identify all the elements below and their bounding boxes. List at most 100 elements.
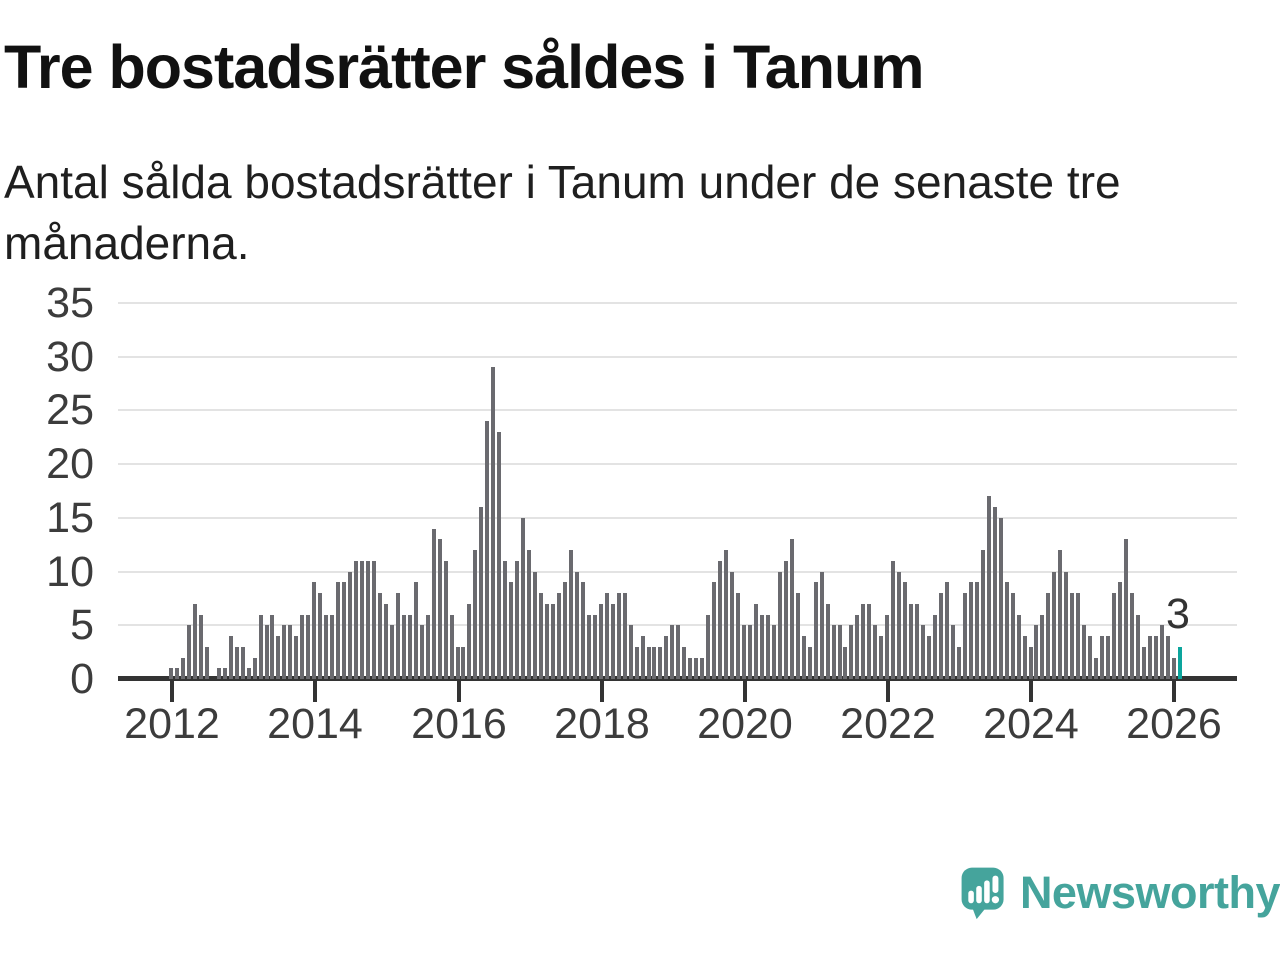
bar	[843, 647, 848, 679]
chart-subtitle: Antal sålda bostadsrätter i Tanum under …	[4, 156, 1121, 269]
bar	[998, 518, 1003, 679]
newsworthy-logo-icon	[961, 867, 1004, 920]
bar	[915, 604, 920, 679]
bar	[992, 507, 997, 679]
bar	[395, 593, 400, 679]
bar	[1159, 625, 1164, 679]
bar	[1141, 647, 1146, 679]
bar	[592, 615, 597, 679]
bar	[622, 593, 627, 679]
bar	[855, 615, 860, 679]
bar	[771, 625, 776, 679]
bar	[377, 593, 382, 679]
bar	[944, 582, 949, 679]
bar	[712, 582, 717, 679]
bar	[264, 625, 269, 679]
bar	[258, 615, 263, 679]
bar	[545, 604, 550, 679]
bar	[401, 615, 406, 679]
bar	[616, 593, 621, 679]
bar	[1100, 636, 1105, 679]
bar	[694, 658, 699, 679]
bar	[962, 593, 967, 679]
bar	[449, 615, 454, 679]
bar	[1171, 658, 1176, 679]
last-value-label: 3	[1166, 590, 1190, 638]
bar	[252, 658, 257, 679]
bar	[927, 636, 932, 679]
bar	[759, 615, 764, 679]
bar	[491, 367, 496, 679]
bar	[568, 550, 573, 679]
bar	[1016, 615, 1021, 679]
bar	[1082, 625, 1087, 679]
gridline-15	[118, 517, 1237, 519]
bar	[1040, 615, 1045, 679]
bar	[521, 518, 526, 679]
bar	[312, 582, 317, 679]
bar	[288, 625, 293, 679]
bar	[169, 668, 173, 679]
bar	[980, 550, 985, 679]
bar	[849, 625, 854, 679]
bar	[718, 561, 723, 679]
bar	[670, 625, 675, 679]
bar	[276, 636, 281, 679]
bar	[688, 658, 693, 679]
bar	[1088, 636, 1093, 679]
bar	[765, 615, 770, 679]
bar	[425, 615, 430, 679]
bar	[646, 647, 651, 679]
gridline-30	[118, 356, 1237, 358]
bar	[348, 572, 353, 679]
bar	[736, 593, 741, 679]
bar	[813, 582, 818, 679]
bar	[1058, 550, 1063, 679]
bar	[706, 615, 711, 679]
bar	[861, 604, 866, 679]
bar	[1165, 636, 1170, 679]
x-tick-label-2016: 2016	[411, 700, 507, 748]
bar	[551, 604, 555, 679]
bar	[509, 582, 514, 679]
bar	[419, 625, 424, 679]
x-tick-label-2014: 2014	[267, 700, 363, 748]
bar	[360, 561, 364, 679]
x-tick-mark-2016	[457, 681, 461, 702]
bar	[1070, 593, 1075, 679]
x-tick-mark-2014	[313, 681, 317, 702]
bar	[950, 625, 955, 679]
bar	[1106, 636, 1111, 679]
bar	[974, 582, 979, 679]
bar	[783, 561, 788, 679]
bar	[831, 625, 836, 679]
y-tick-label-0: 0	[70, 655, 94, 703]
bar	[1034, 625, 1039, 679]
bar	[371, 561, 376, 679]
bar	[664, 636, 669, 679]
bar	[485, 421, 490, 679]
bar	[837, 625, 842, 679]
bar	[216, 668, 221, 679]
page-title: Tre bostadsrätter såldes i Tanum	[4, 33, 924, 101]
bar	[1046, 593, 1051, 679]
bar	[198, 615, 203, 679]
bar	[342, 582, 347, 679]
bar	[730, 572, 735, 679]
y-tick-label-20: 20	[46, 440, 94, 488]
bar	[1004, 582, 1009, 679]
bar	[365, 561, 370, 679]
bar	[640, 636, 645, 679]
bar	[1028, 647, 1033, 679]
bar	[742, 625, 746, 679]
bar	[228, 636, 233, 679]
y-tick-label-15: 15	[46, 494, 94, 542]
bar	[903, 582, 908, 679]
bar	[801, 636, 806, 679]
bar	[1112, 593, 1117, 679]
bar	[819, 572, 824, 679]
gridline-10	[118, 571, 1237, 573]
bar	[676, 625, 681, 679]
x-tick-mark-2022	[886, 681, 890, 702]
